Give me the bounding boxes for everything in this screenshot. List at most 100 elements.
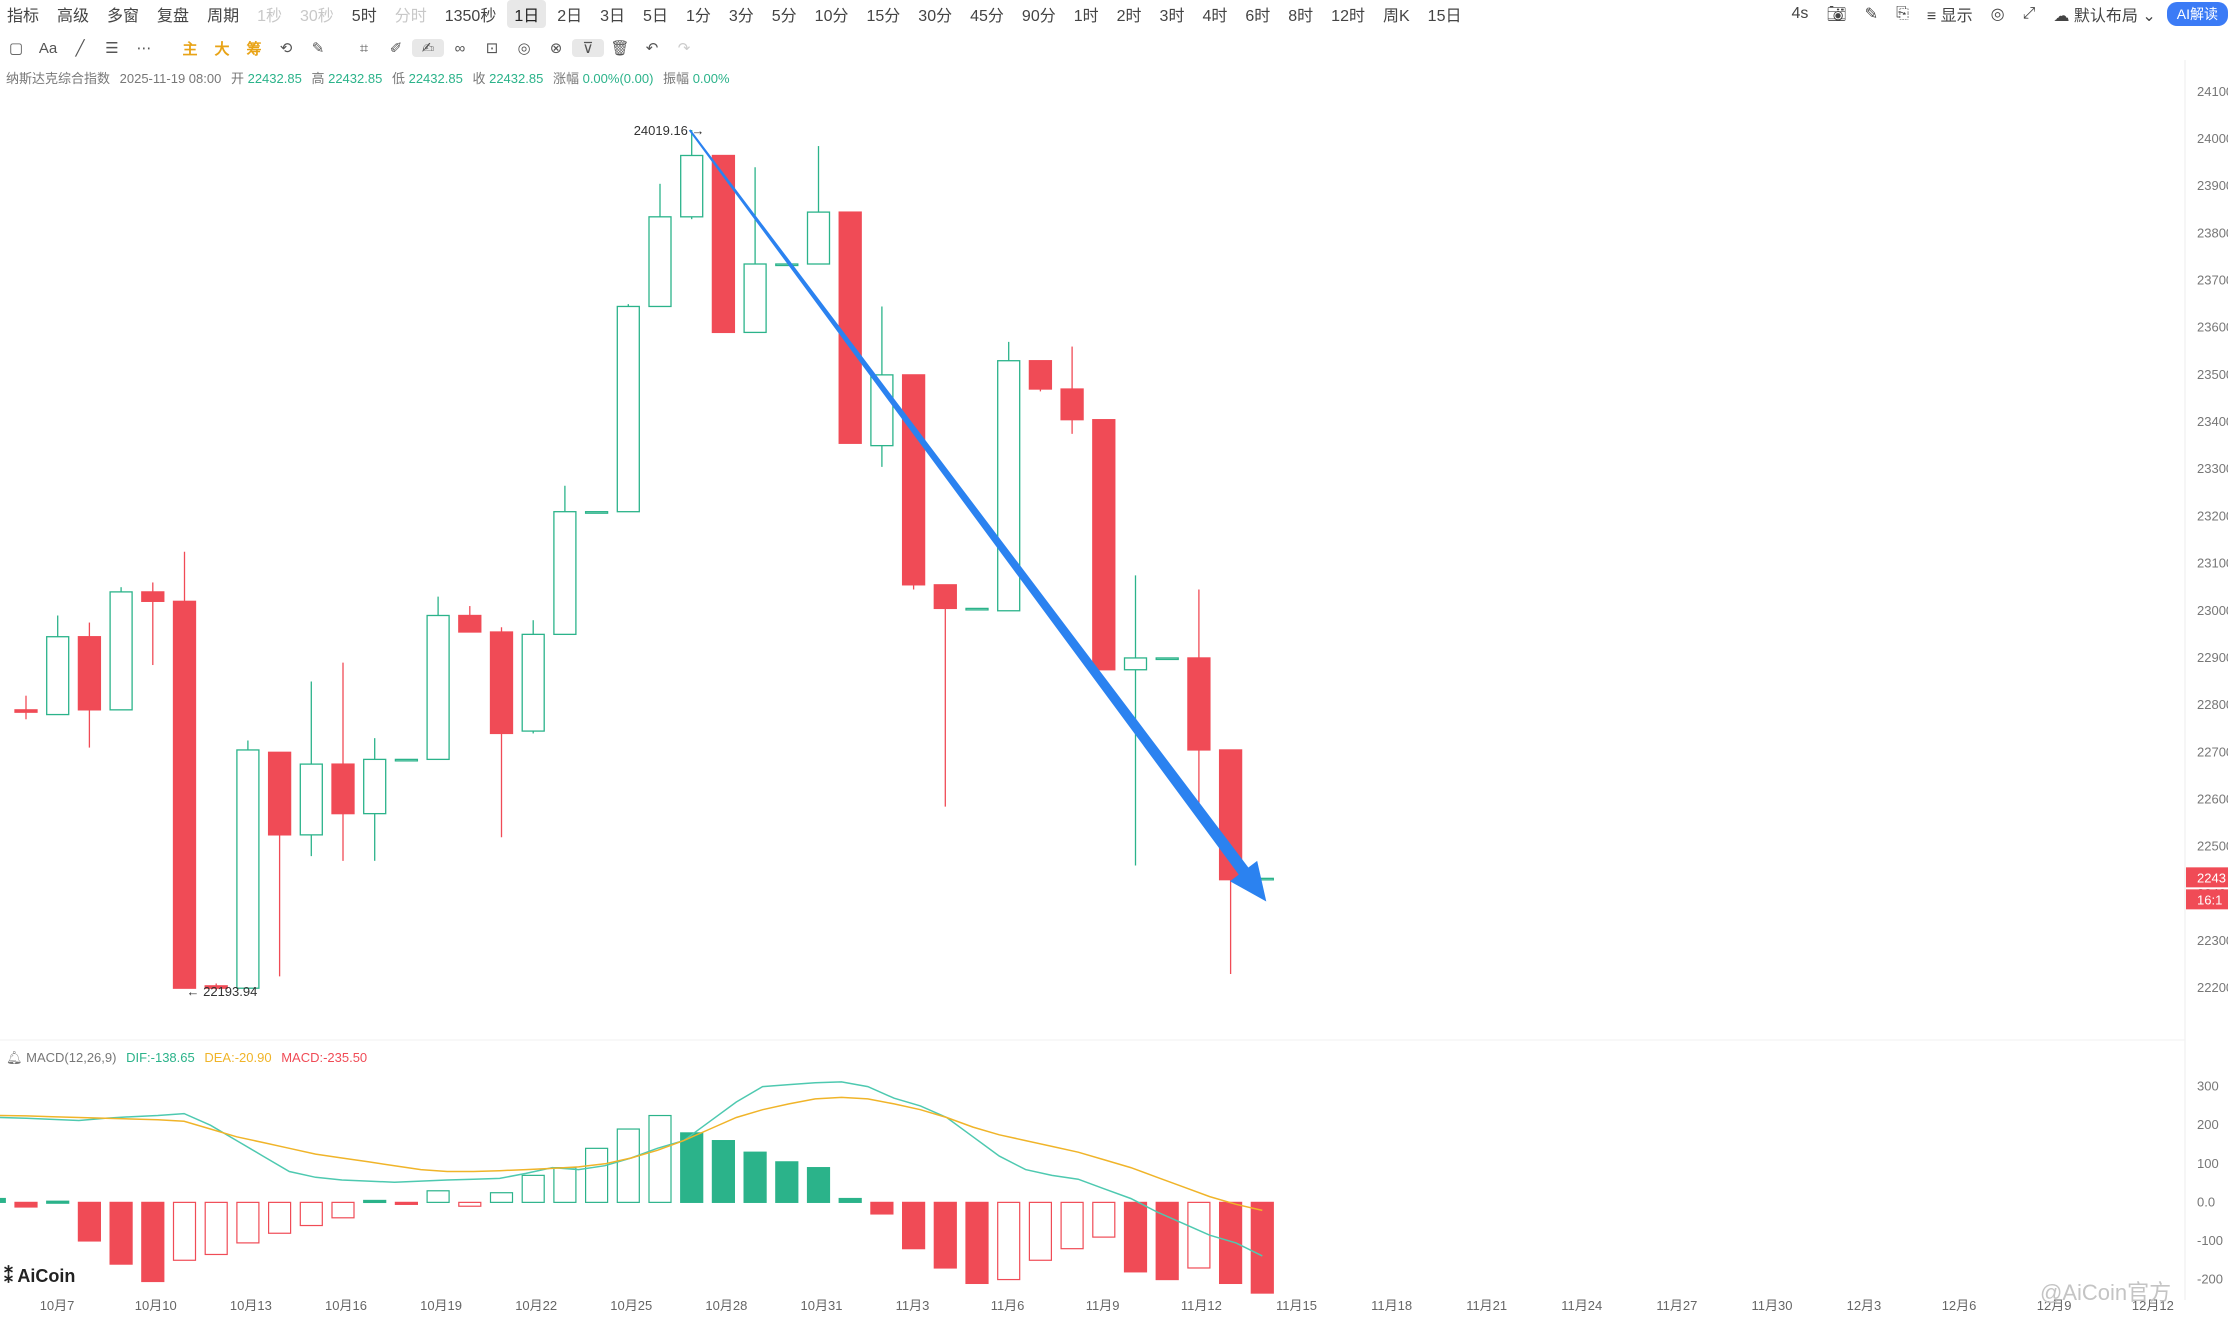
toolbar-item-19[interactable]: 30分	[918, 8, 953, 25]
candle	[901, 374, 926, 590]
brush-icon[interactable]: ✎	[311, 40, 325, 57]
toolbar-item-23[interactable]: 2时	[1116, 8, 1142, 25]
date-tick-label: 10月31	[801, 1298, 843, 1313]
ai-analysis-button[interactable]: AI解读	[2166, 2, 2228, 26]
toolbar-item-17[interactable]: 10分	[814, 8, 849, 25]
toolbar-item-3[interactable]: 复盘	[157, 8, 190, 25]
macd-bar	[838, 1197, 862, 1203]
candle	[1060, 346, 1084, 434]
price-tick-label: 23500	[2197, 367, 2228, 382]
toolbar-item-6[interactable]: 30秒	[299, 8, 334, 25]
edit-icon[interactable]: ✎	[1864, 6, 1879, 23]
toolbar-item-13[interactable]: 5日	[643, 8, 668, 25]
toolbar-item-11[interactable]: 2日	[557, 8, 583, 25]
toolbar-item-8[interactable]: 分时	[394, 8, 427, 25]
toolbar-item-24[interactable]: 3时	[1159, 8, 1185, 25]
toolbar-item-20[interactable]: 45分	[970, 8, 1004, 25]
change-label: 涨幅	[552, 71, 579, 86]
big-order-button[interactable]: 大	[214, 40, 230, 58]
last-price-label: 2243	[2197, 870, 2226, 885]
undo-icon[interactable]: ↶	[645, 40, 659, 57]
rect-tool-icon[interactable]: ▢	[8, 40, 24, 57]
candle	[1187, 589, 1211, 809]
toolbar-item-29[interactable]: 周K	[1382, 8, 1410, 25]
candle	[838, 211, 862, 444]
toolbar-item-10[interactable]: 1日	[507, 0, 547, 28]
toolbar-item-27[interactable]: 8时	[1288, 8, 1314, 25]
toolbar-item-2[interactable]: 多窗	[107, 8, 140, 25]
ruler-icon[interactable]: ✐	[389, 40, 403, 57]
layout-menu[interactable]: ☁ 默认布局 ⌄	[2053, 8, 2156, 25]
macd-bar	[141, 1201, 165, 1283]
macd-bar	[236, 1201, 260, 1244]
display-menu[interactable]: ≡ 显示	[1926, 8, 1973, 25]
candle	[933, 584, 957, 807]
main-chart-button[interactable]: 主	[182, 40, 198, 58]
candle-body	[77, 636, 102, 711]
redo-icon[interactable]: ↷	[677, 40, 691, 57]
price-tick-label: 23000	[2197, 603, 2228, 618]
toolbar-item-5[interactable]: 1秒	[257, 8, 282, 25]
lock-icon[interactable]: ⊡	[485, 40, 499, 57]
trash-icon[interactable]: 🗑	[610, 40, 630, 57]
bell-icon[interactable]: 🔔︎	[6, 1050, 23, 1065]
candle-body	[363, 758, 387, 815]
crop-icon[interactable]: ⌗	[359, 39, 369, 57]
candle-body	[236, 749, 260, 989]
macd-bar	[965, 1201, 989, 1285]
toolbar-item-25[interactable]: 4时	[1202, 8, 1228, 25]
settings-icon[interactable]: ◎	[1990, 6, 2005, 23]
date-tick-label: 10月16	[325, 1298, 367, 1313]
toolbar-item-21[interactable]: 90分	[1021, 8, 1056, 25]
toolbar-item-16[interactable]: 5分	[771, 8, 797, 25]
top-toolbar: 指标 高级 多窗 复盘 周期 1秒 30秒 5时 分时 1350秒 1日 2日 3日 5日 1分 3分 5分 10…	[0, 0, 2228, 28]
macd-bar	[616, 1128, 640, 1203]
high-value: 22432.85	[328, 71, 383, 86]
candle	[426, 596, 450, 761]
toolbar-item-14[interactable]: 1分	[685, 8, 711, 25]
eye-icon[interactable]: ◎	[517, 40, 531, 57]
chip-button[interactable]: 筹	[246, 40, 262, 58]
camera-icon[interactable]: 📷︎	[1826, 6, 1847, 23]
macd-bar	[553, 1167, 577, 1203]
candle-body	[141, 591, 165, 602]
toolbar-item-4[interactable]: 周期	[207, 8, 240, 25]
candle	[806, 146, 831, 265]
toolbar-item-28[interactable]: 12时	[1331, 8, 1365, 25]
toolbar-item-7[interactable]: 5时	[351, 8, 377, 25]
pen-icon[interactable]: ✍	[412, 39, 444, 57]
candle	[711, 154, 736, 334]
hlines-tool-icon[interactable]: ☰	[105, 40, 119, 57]
sync-icon[interactable]: ⟲	[279, 40, 293, 57]
toolbar-item-9[interactable]: 1350秒	[444, 8, 497, 25]
refresh-speed[interactable]: 4s	[1791, 5, 1809, 22]
text-tool-icon[interactable]: Aa	[38, 39, 58, 57]
filter-icon[interactable]: ⊽	[572, 39, 604, 57]
candle	[204, 983, 228, 991]
toolbar-item-30[interactable]: 15日	[1427, 8, 1462, 25]
magnet-icon[interactable]: ⊗	[549, 40, 563, 57]
chain-icon[interactable]: ∞	[454, 39, 466, 57]
toolbar-item-26[interactable]: 6时	[1245, 8, 1271, 25]
candle-body	[109, 591, 133, 711]
date-tick-label: 11月30	[1752, 1298, 1793, 1313]
macd-tick-label: 100	[2197, 1156, 2219, 1171]
price-tick-label: 23900	[2197, 178, 2228, 193]
toolbar-item-18[interactable]: 15分	[866, 8, 901, 25]
fullscreen-icon[interactable]: ⤢	[2022, 5, 2036, 22]
countdown-label: 16:1	[2197, 892, 2222, 907]
toolbar-item-15[interactable]: 3分	[728, 8, 754, 25]
toolbar-item-0[interactable]: 指标	[7, 8, 40, 25]
macd-name[interactable]: MACD(12,26,9)	[26, 1050, 117, 1065]
line-tool-icon[interactable]: ╱	[75, 40, 85, 57]
toolbar-item-1[interactable]: 高级	[57, 8, 90, 25]
macd-bar	[458, 1201, 482, 1207]
more-tool-icon[interactable]: ⋯	[136, 40, 152, 57]
candle-body	[1060, 388, 1084, 421]
copy-icon[interactable]: ⎘	[1896, 5, 1909, 22]
toolbar-item-12[interactable]: 3日	[600, 8, 626, 25]
candle-body	[901, 374, 926, 586]
toolbar-item-22[interactable]: 1时	[1073, 8, 1099, 25]
candle	[172, 551, 197, 989]
